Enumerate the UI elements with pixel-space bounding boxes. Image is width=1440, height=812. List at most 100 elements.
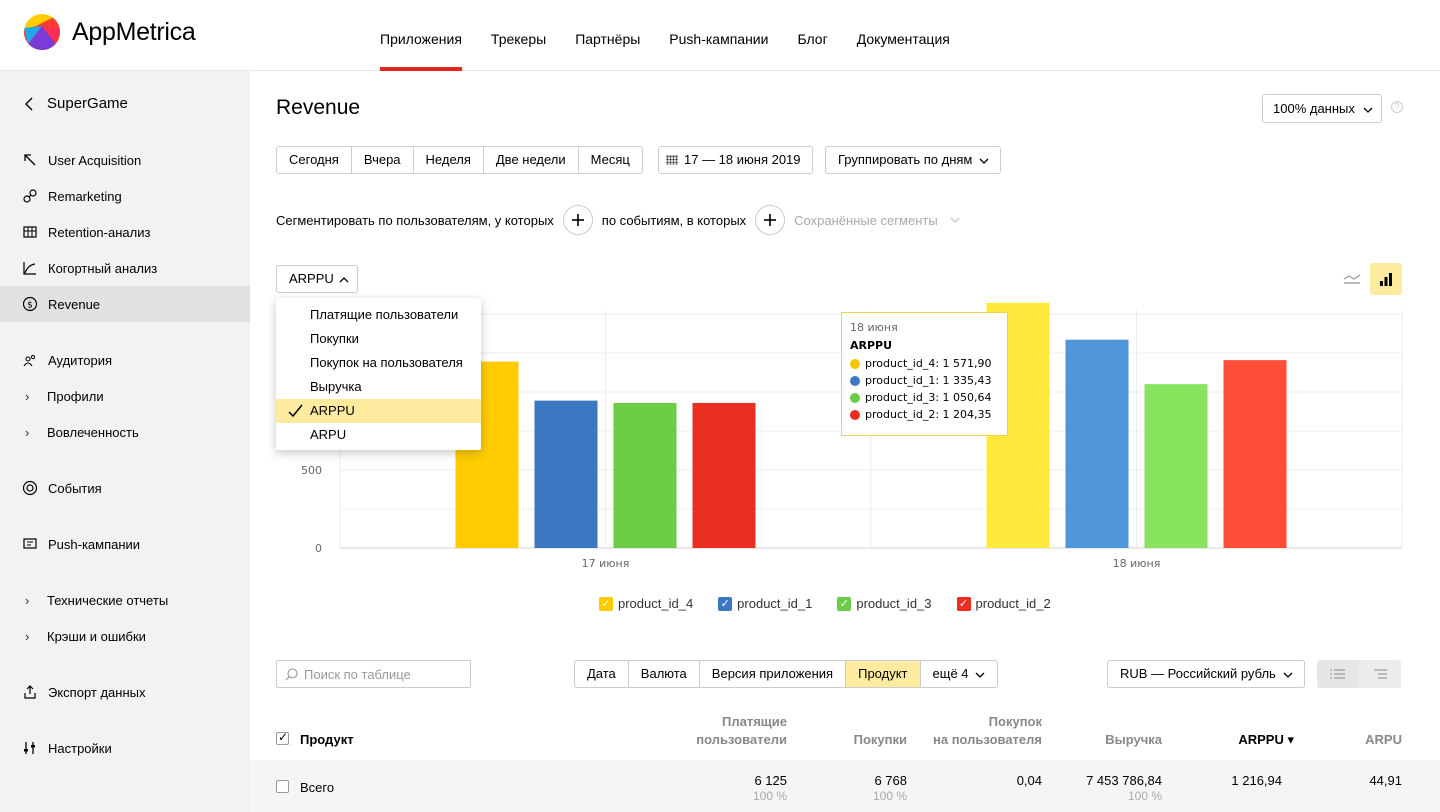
cell-purchases: 6 768 (874, 773, 907, 788)
group-by-select[interactable]: Группировать по дням (825, 146, 1001, 174)
period-yesterday-button[interactable]: Вчера (351, 146, 414, 174)
topnav-partners[interactable]: Партнёры (575, 31, 641, 47)
dimension-more-button[interactable]: ещё 4 (920, 660, 999, 688)
checkbox-checked-icon: ✓ (837, 596, 852, 611)
legend-item-product-2[interactable]: ✓ product_id_2 (956, 596, 1051, 611)
sidebar-item-label: Push-кампании (48, 536, 141, 552)
tree-view-button[interactable] (1359, 660, 1401, 688)
data-sample-select[interactable]: 100% данных (1262, 94, 1382, 123)
dimension-currency-button[interactable]: Валюта (628, 660, 700, 688)
tooltip-row: product_id_1: 1 335,43 (850, 372, 1007, 389)
metric-option-arpu[interactable]: ARPU (276, 423, 481, 447)
metric-option-revenue[interactable]: Выручка (276, 375, 481, 399)
metric-select[interactable]: ARPPU (276, 265, 358, 293)
sidebar-item-revenue[interactable]: $ Revenue (0, 286, 250, 322)
sidebar-item-export[interactable]: Экспорт данных (0, 674, 250, 710)
legend-dot-icon (850, 409, 860, 420)
back-to-app-link[interactable]: SuperGame (22, 95, 128, 112)
legend-item-product-3[interactable]: ✓ product_id_3 (837, 596, 932, 611)
date-range-picker[interactable]: 17 — 18 июня 2019 (658, 146, 813, 174)
table-row-total (250, 760, 1440, 812)
flat-list-view-button[interactable] (1317, 660, 1359, 688)
metric-option-label: Платящие пользователи (310, 307, 459, 322)
currency-select[interactable]: RUB — Российский рубль (1107, 660, 1305, 688)
metric-option-purchases-per-user[interactable]: Покупок на пользователя (276, 351, 481, 375)
bar-product_id_1-0 (534, 400, 598, 548)
sidebar-item-label: Крэши и ошибки (47, 628, 146, 644)
dimension-app-version-button[interactable]: Версия приложения (699, 660, 847, 688)
x-tick-label: 17 июня (582, 557, 630, 570)
column-header-product[interactable]: Продукт (300, 732, 354, 747)
column-header-revenue[interactable]: Выручка (1105, 732, 1162, 747)
add-user-segment-button[interactable] (562, 205, 593, 235)
sidebar-item-label: Экспорт данных (48, 684, 146, 700)
dimension-product-button[interactable]: Продукт (846, 660, 921, 688)
bar-chart-icon (1380, 273, 1392, 286)
bar-chart-toggle[interactable] (1370, 263, 1402, 295)
chart-tooltip: 18 июня ARPPU product_id_4: 1 571,90 pro… (841, 312, 1008, 436)
legend-label: product_id_1 (737, 596, 813, 611)
add-event-segment-button[interactable] (755, 205, 786, 235)
sidebar-item-profiles[interactable]: › Профили (0, 378, 250, 414)
metric-option-purchases[interactable]: Покупки (276, 327, 481, 351)
column-header-purchases-per-user[interactable]: Покупок на пользователя (933, 713, 1042, 749)
cell-purchases-per-user: 0,04 (1016, 773, 1042, 788)
cell-purchases-pct: 100 % (872, 789, 907, 803)
help-icon[interactable]: ? (1391, 101, 1403, 113)
topnav-blog[interactable]: Блог (797, 31, 828, 47)
table-search-input[interactable] (304, 666, 464, 682)
dollar-icon: $ (21, 295, 39, 313)
period-week-button[interactable]: Неделя (413, 146, 484, 174)
sidebar-item-events[interactable]: События (0, 470, 250, 506)
period-today-button[interactable]: Сегодня (276, 146, 352, 174)
metric-option-paying-users[interactable]: Платящие пользователи (276, 303, 481, 327)
topnav-trackers[interactable]: Трекеры (490, 31, 547, 47)
app-logo[interactable]: AppMetrica (24, 14, 196, 50)
line-chart-toggle[interactable] (1336, 263, 1368, 295)
column-header-arppu[interactable]: ARPPU ▾ (1238, 732, 1294, 747)
cell-revenue: 7 453 786,84 (1086, 773, 1162, 788)
row-label: Всего (300, 780, 335, 795)
tooltip-row: product_id_2: 1 204,35 (850, 406, 1007, 423)
checkbox-checked-icon: ✓ (718, 596, 733, 611)
list-icon (1330, 669, 1345, 679)
dimension-date-button[interactable]: Дата (574, 660, 629, 688)
sidebar-item-push[interactable]: Push-кампании (0, 526, 250, 562)
column-header-purchases[interactable]: Покупки (853, 732, 907, 747)
chevron-down-icon (979, 158, 989, 164)
column-header-paying-users[interactable]: Платящие пользователи (696, 713, 787, 749)
period-two-weeks-button[interactable]: Две недели (483, 146, 579, 174)
bar-product_id_2-1 (1223, 360, 1287, 548)
dimension-selector: Дата Валюта Версия приложения Продукт ещ… (574, 660, 999, 688)
message-icon (21, 535, 39, 553)
legend-item-product-1[interactable]: ✓ product_id_1 (718, 596, 812, 611)
topnav-applications[interactable]: Приложения (380, 0, 462, 71)
sidebar-item-remarketing[interactable]: Remarketing (0, 178, 250, 214)
page-title: Revenue (276, 96, 361, 119)
saved-segments-select[interactable]: Сохранённые сегменты (794, 212, 938, 228)
calendar-icon (666, 155, 678, 165)
sidebar-item-retention[interactable]: Retention-анализ (0, 214, 250, 250)
bar-product_id_1-1 (1065, 339, 1129, 548)
topnav-push-campaigns[interactable]: Push-кампании (669, 31, 769, 47)
sidebar-item-label: Вовлеченность (47, 424, 139, 440)
topnav-documentation[interactable]: Документация (856, 31, 950, 47)
chevron-down-icon (1283, 672, 1293, 678)
tooltip-row-label: product_id_2: 1 204,35 (865, 408, 992, 421)
row-checkbox[interactable] (276, 780, 289, 793)
metric-option-arppu[interactable]: ARPPU (276, 399, 481, 423)
period-month-button[interactable]: Месяц (578, 146, 643, 174)
select-all-checkbox[interactable] (276, 730, 289, 745)
y-tick-label: 0 (315, 542, 322, 555)
sidebar-item-user-acquisition[interactable]: User Acquisition (0, 142, 250, 178)
retention-grid-icon (21, 223, 39, 241)
column-header-line: Платящие (722, 714, 787, 729)
legend-item-product-4[interactable]: ✓ product_id_4 (599, 596, 693, 611)
column-header-arpu[interactable]: ARPU (1365, 732, 1402, 747)
sidebar-item-cohort[interactable]: Когортный анализ (0, 250, 250, 286)
sidebar-item-tech-reports[interactable]: › Технические отчеты (0, 582, 250, 618)
sidebar-item-audience[interactable]: Аудитория (0, 342, 250, 378)
sidebar-item-crashes[interactable]: › Крэши и ошибки (0, 618, 250, 654)
sidebar-item-settings[interactable]: Настройки (0, 730, 250, 766)
sidebar-item-engagement[interactable]: › Вовлеченность (0, 414, 250, 450)
